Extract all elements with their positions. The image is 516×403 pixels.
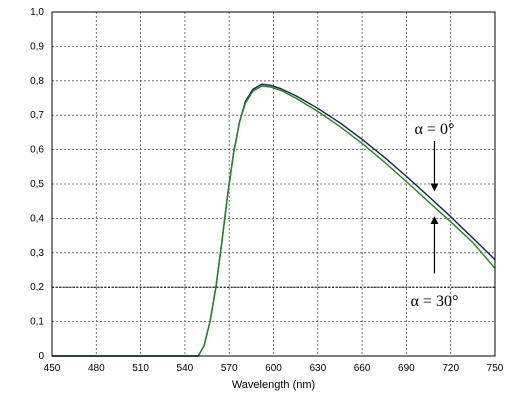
x-tick-label: 630 xyxy=(309,363,326,374)
x-tick-label: 600 xyxy=(265,363,282,374)
y-tick-label: 0,8 xyxy=(30,76,44,87)
annotation-label-2: α = 30° xyxy=(411,293,459,310)
y-tick-labels: 0 0,1 0,2 0,3 0,4 0,5 0,6 0,7 0,8 0,9 1,0 xyxy=(30,7,44,362)
series-layer xyxy=(52,83,496,357)
x-tick-label: 510 xyxy=(132,363,149,374)
y-tick-label: 0,3 xyxy=(30,248,44,259)
y-tick-label: 0,7 xyxy=(30,110,44,121)
x-tick-label: 690 xyxy=(398,363,415,374)
x-tick-label: 570 xyxy=(221,363,238,374)
y-tick-label: 0,4 xyxy=(30,213,44,224)
y-tick-label: 0,5 xyxy=(30,179,44,190)
x-tick-label: 720 xyxy=(442,363,459,374)
x-tick-label: 480 xyxy=(88,363,105,374)
y-tick-label: 0,1 xyxy=(30,317,44,328)
y-tick-label: 0,9 xyxy=(30,41,44,52)
x-tick-labels: 450 480 510 540 570 600 630 660 690 720 750 xyxy=(44,363,504,374)
grid-layer xyxy=(52,12,495,356)
x-tick-label: 540 xyxy=(177,363,194,374)
series-line-2 xyxy=(52,85,496,357)
x-tick-label: 450 xyxy=(44,363,61,374)
y-tick-label: 1,0 xyxy=(30,7,44,18)
plot-frame xyxy=(51,11,496,357)
x-tick-label: 750 xyxy=(487,363,504,374)
annotation-layer: α = 0° α = 30° xyxy=(411,121,459,310)
x-tick-label: 660 xyxy=(354,363,371,374)
y-tick-label: 0,6 xyxy=(30,145,44,156)
y-tick-label: 0,2 xyxy=(30,282,44,293)
x-axis-label: Wavelength (nm) xyxy=(232,379,315,391)
y-tick-label: 0 xyxy=(38,351,44,362)
annotation-label-1: α = 0° xyxy=(415,121,455,138)
